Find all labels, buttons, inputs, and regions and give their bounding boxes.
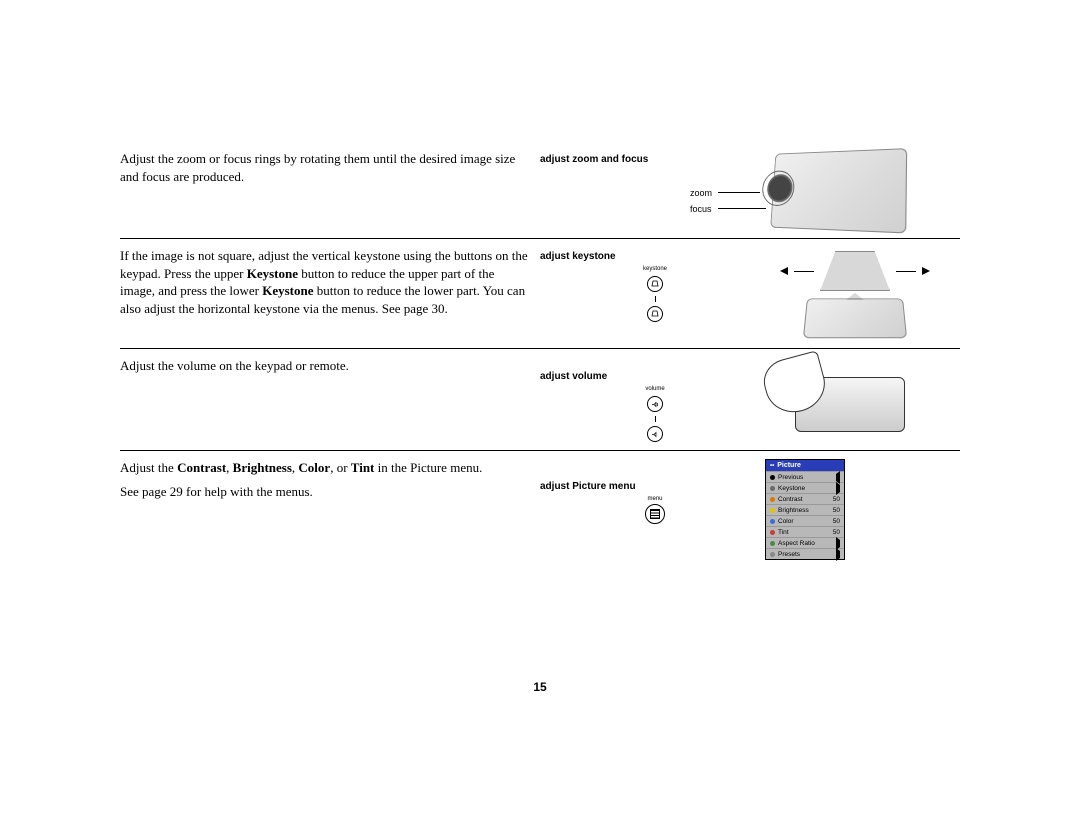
chevron-right-icon	[836, 482, 840, 495]
keystone-down-icon	[647, 306, 663, 322]
hand-press-illustration	[765, 357, 905, 437]
menu-item-icon	[770, 508, 775, 513]
keystone-up-icon	[647, 276, 663, 292]
section-zoom-focus: Adjust the zoom or focus rings by rotati…	[120, 150, 960, 239]
menu-title: Picture	[777, 462, 801, 469]
menu-item-icon	[770, 497, 775, 502]
illustration-col	[750, 357, 960, 442]
menu-item: Tint 50	[766, 526, 844, 537]
connector-line	[655, 416, 656, 422]
section-picture-menu: Adjust the Contrast, Brightness, Color, …	[120, 459, 960, 568]
caption-volume: adjust volume	[540, 371, 607, 382]
label-zoom: zoom	[690, 188, 712, 198]
menu-item-label: Keystone	[778, 485, 805, 492]
projector-top-illustration	[803, 298, 907, 338]
menu-item: Presets	[766, 548, 844, 559]
menu-item: Aspect Ratio	[766, 537, 844, 548]
chevron-right-icon	[836, 548, 840, 561]
line	[794, 271, 814, 272]
caption-zoom: adjust zoom and focus	[540, 154, 648, 165]
menu-item: Keystone	[766, 482, 844, 493]
menu-item-value	[836, 540, 840, 547]
menu-item-icon	[770, 486, 775, 491]
btn-label: keystone	[643, 266, 667, 272]
menu-item-icon	[770, 475, 775, 480]
menu-item-value	[836, 485, 840, 492]
body-text: Adjust the volume on the keypad or remot…	[120, 357, 540, 442]
bold: Brightness	[233, 460, 292, 475]
caption-col: adjust keystone keystone	[540, 247, 750, 340]
btn-label: menu	[647, 496, 662, 502]
illustration-col	[750, 150, 960, 230]
menu-icon	[645, 504, 665, 524]
beam-icon	[846, 293, 863, 300]
projector-illustration	[770, 148, 907, 233]
body-text: Adjust the zoom or focus rings by rotati…	[120, 150, 540, 230]
text: , or	[330, 460, 351, 475]
menu-item-value: 50	[833, 529, 840, 536]
menu-item-label: Aspect Ratio	[778, 540, 815, 547]
menu-item-icon	[770, 519, 775, 524]
menu-item-label: Color	[778, 518, 794, 525]
menu-item: Color 50	[766, 515, 844, 526]
caption-picture: adjust Picture menu	[540, 481, 636, 492]
menu-item: Brightness 50	[766, 504, 844, 515]
keystone-buttons-icon: keystone	[560, 266, 750, 322]
picture-menu-screenshot: •• Picture PreviousKeystoneContrast50Bri…	[765, 459, 845, 560]
body-line2: See page 29 for help with the menus.	[120, 483, 530, 501]
page-number: 15	[0, 680, 1080, 694]
volume-down-icon	[647, 426, 663, 442]
bold: Contrast	[177, 460, 226, 475]
text: Adjust the	[120, 460, 177, 475]
text: in the Picture menu.	[374, 460, 482, 475]
body-text: If the image is not square, adjust the v…	[120, 247, 540, 340]
manual-page: Adjust the zoom or focus rings by rotati…	[0, 0, 1080, 568]
volume-buttons-icon: volume	[560, 386, 750, 442]
menu-item-value	[836, 474, 840, 481]
focus-ring-icon	[761, 170, 795, 206]
menu-glyph-icon	[650, 509, 660, 519]
menu-item-value: 50	[833, 496, 840, 503]
body-zoom: Adjust the zoom or focus rings by rotati…	[120, 151, 515, 184]
caption-col: adjust volume volume	[540, 357, 750, 442]
caption-col: adjust Picture menu menu	[540, 459, 750, 560]
bold: Color	[298, 460, 330, 475]
illustration-col: •• Picture PreviousKeystoneContrast50Bri…	[750, 459, 960, 560]
menu-button-icon: menu	[560, 496, 750, 524]
illustration-col	[750, 247, 960, 340]
bold-keystone: Keystone	[247, 266, 298, 281]
menu-item-label: Brightness	[778, 507, 809, 514]
menu-item: Contrast 50	[766, 493, 844, 504]
label-focus: focus	[690, 204, 712, 214]
bold: Tint	[351, 460, 375, 475]
menu-item-label: Previous	[778, 474, 803, 481]
menu-item-value: 50	[833, 518, 840, 525]
menu-header: •• Picture	[766, 460, 844, 471]
line	[896, 271, 916, 272]
keystone-diagram	[750, 251, 960, 291]
menu-item-icon	[770, 541, 775, 546]
caption-col: adjust zoom and focus zoom focus	[540, 150, 750, 230]
menu-item-value	[836, 551, 840, 558]
menu-item-label: Contrast	[778, 496, 803, 503]
menu-item-value: 50	[833, 507, 840, 514]
section-volume: Adjust the volume on the keypad or remot…	[120, 357, 960, 451]
body-text: Adjust the Contrast, Brightness, Color, …	[120, 459, 540, 560]
menu-item-label: Tint	[778, 529, 789, 536]
trapezoid-icon	[820, 251, 890, 291]
caption-keystone: adjust keystone	[540, 251, 616, 262]
menu-item: Previous	[766, 471, 844, 482]
menu-item-icon	[770, 552, 775, 557]
menu-item-icon	[770, 530, 775, 535]
menu-item-label: Presets	[778, 551, 800, 558]
bold-keystone: Keystone	[262, 283, 313, 298]
body-volume: Adjust the volume on the keypad or remot…	[120, 358, 349, 373]
arrow-right-icon	[922, 267, 930, 275]
arrow-left-icon	[780, 267, 788, 275]
connector-line	[655, 296, 656, 302]
section-keystone: If the image is not square, adjust the v…	[120, 247, 960, 349]
volume-up-icon	[647, 396, 663, 412]
btn-label: volume	[645, 386, 664, 392]
